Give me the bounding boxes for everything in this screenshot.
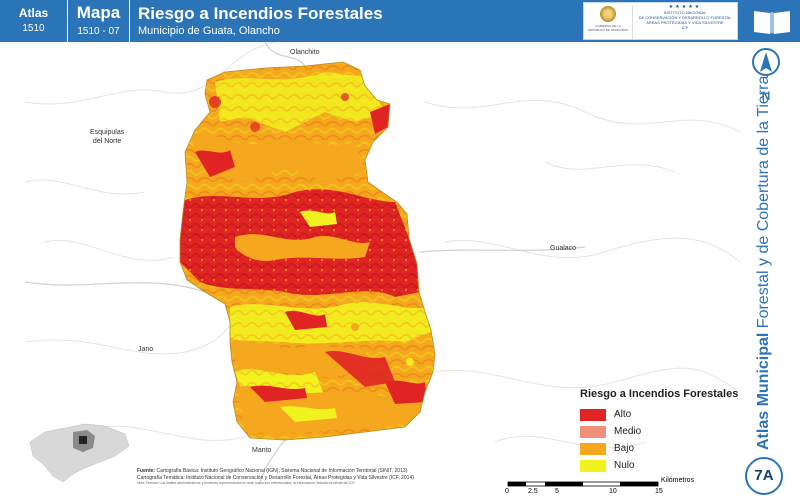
logo-right-line3: ÁREAS PROTEGIDAS Y VIDA SILVESTRE: [646, 20, 724, 25]
header-bar: Atlas 1510 Mapa 1510 - 07 Riesgo a Incen…: [0, 0, 800, 42]
side-title-strong: Atlas Municipal: [755, 332, 772, 450]
map-subtitle: Municipio de Guata, Olancho: [138, 25, 280, 37]
mapa-label: Mapa: [76, 3, 121, 22]
scale-tick-3: 10: [609, 488, 617, 495]
inset-locator-map: [29, 423, 130, 483]
map-title: Riesgo a Incendios Forestales: [138, 4, 383, 23]
mapa-box: Mapa 1510 - 07: [68, 0, 130, 42]
legend-item-medio: Medio: [580, 423, 738, 440]
legend-swatch-bajo: [580, 442, 606, 455]
legend-swatch-medio: [580, 425, 606, 438]
atlas-label: Atlas: [18, 6, 49, 20]
place-jano: Jano: [138, 346, 154, 353]
sources-block: Fuente: Cartografía Básica: Instituto Ge…: [137, 468, 487, 486]
stars-icon: ★★★★★: [668, 4, 702, 10]
municipality-risk-layer[interactable]: [175, 57, 440, 447]
scale-bar: 0 2.5 5 10 15 Kilómetros: [505, 477, 695, 500]
logo-right-line1: INSTITUTO NACIONAL: [663, 10, 707, 15]
north-arrow-icon: [752, 48, 780, 76]
side-title: Atlas Municipal Forestal y de Cobertura …: [755, 76, 773, 450]
north-label: N: [761, 89, 771, 103]
atlas-code: 1510: [22, 23, 45, 34]
place-olanchito: Olanchito: [290, 49, 320, 56]
mapa-code: 1510 - 07: [77, 26, 120, 37]
legend-item-bajo: Bajo: [580, 440, 738, 457]
place-esquipulas: Esquipulas del Norte: [90, 129, 125, 145]
place-gualaco: Gualaco: [550, 245, 577, 252]
scale-tick-2: 5: [555, 488, 559, 495]
legend-label-bajo: Bajo: [614, 443, 635, 454]
sources-note: Nota Técnica: Los límites administrativo…: [137, 481, 356, 485]
legend: Riesgo a Incendios Forestales Alto Medio…: [580, 388, 738, 474]
logos-panel: GOBIERNO DE LA REPÚBLICA DE HONDURAS ★★★…: [583, 2, 738, 40]
legend-label-alto: Alto: [614, 409, 632, 420]
icf-logo: ★★★★★ INSTITUTO NACIONAL DE CONSERVACIÓN…: [632, 5, 737, 39]
rivers: [25, 42, 740, 449]
roads: [25, 42, 586, 482]
scale-unit: Kilómetros: [661, 477, 695, 484]
logo-right-line2: DE CONSERVACIÓN Y DESARROLLO FORESTAL: [638, 15, 732, 20]
sources-line1: Cartografía Básica: Instituto Geográfico…: [156, 468, 408, 474]
sources-label: Fuente:: [137, 468, 156, 474]
map-canvas[interactable]: [25, 42, 740, 482]
place-manto: Manto: [252, 447, 272, 454]
seal-icon: [600, 6, 616, 22]
legend-swatch-alto: [580, 408, 606, 421]
honduras-seal-logo: GOBIERNO DE LA REPÚBLICA DE HONDURAS: [588, 5, 628, 39]
scale-tick-0: 0: [505, 488, 509, 495]
legend-swatch-nulo: [580, 459, 606, 472]
side-title-rest: Forestal y de Cobertura de la Tierra: [755, 75, 772, 333]
atlas-book-icon: [748, 3, 796, 39]
legend-label-nulo: Nulo: [614, 460, 635, 471]
municipality-outline: [179, 61, 436, 441]
legend-label-medio: Medio: [614, 426, 642, 437]
map-number-badge: 7A: [745, 457, 783, 495]
legend-item-alto: Alto: [580, 406, 738, 423]
scale-tick-4: 15: [655, 488, 663, 495]
atlas-box: Atlas 1510: [0, 0, 68, 42]
logo-left-text: GOBIERNO DE LA REPÚBLICA DE HONDURAS: [588, 24, 628, 32]
legend-title: Riesgo a Incendios Forestales: [580, 388, 739, 400]
scale-bar-graphic: [507, 481, 659, 487]
north-arrow: N: [752, 48, 780, 103]
scale-tick-1: 2.5: [528, 488, 538, 495]
sources-line2: Cartografía Temática: Instituto Nacional…: [137, 474, 414, 481]
legend-item-nulo: Nulo: [580, 457, 738, 474]
logo-right-abbr: ICF: [681, 25, 689, 30]
